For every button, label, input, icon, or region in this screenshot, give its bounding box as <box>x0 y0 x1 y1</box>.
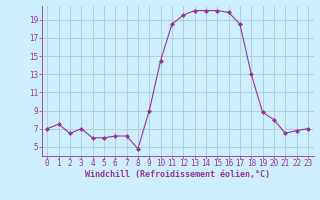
X-axis label: Windchill (Refroidissement éolien,°C): Windchill (Refroidissement éolien,°C) <box>85 170 270 179</box>
